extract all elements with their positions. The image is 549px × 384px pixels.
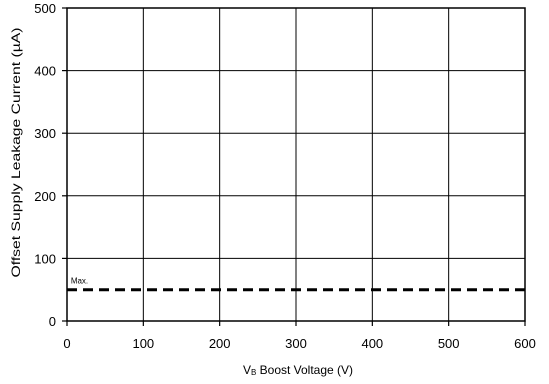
- x-tick-label: 0: [63, 336, 70, 351]
- x-tick-label: 600: [514, 336, 536, 351]
- y-axis-ticks: 0 100 200 300 400 500: [34, 1, 67, 329]
- x-axis-title-rest: Boost Voltage (V): [256, 363, 353, 377]
- x-tick-label: 300: [285, 336, 307, 351]
- y-tick-label: 100: [34, 251, 56, 266]
- grid-lines: [67, 8, 525, 321]
- x-tick-label: 500: [438, 336, 460, 351]
- max-annotation: Max.: [71, 277, 88, 286]
- x-axis-title-prefix: V: [243, 363, 251, 377]
- x-tick-label: 200: [209, 336, 231, 351]
- y-tick-label: 500: [34, 1, 56, 16]
- y-tick-label: 0: [49, 314, 56, 329]
- y-tick-label: 200: [34, 189, 56, 204]
- x-axis-ticks: 0 100 200 300 400 500 600: [63, 321, 536, 351]
- x-axis-title-subscript: B: [251, 368, 256, 377]
- x-tick-label: 100: [132, 336, 154, 351]
- x-axis-title: VB Boost Voltage (V): [243, 363, 353, 377]
- y-tick-label: 400: [34, 64, 56, 79]
- annotations: Max.: [71, 277, 88, 286]
- y-tick-label: 300: [34, 126, 56, 141]
- x-tick-label: 400: [361, 336, 383, 351]
- y-axis-title: Offset Supply Leakage Current (µA): [9, 28, 23, 278]
